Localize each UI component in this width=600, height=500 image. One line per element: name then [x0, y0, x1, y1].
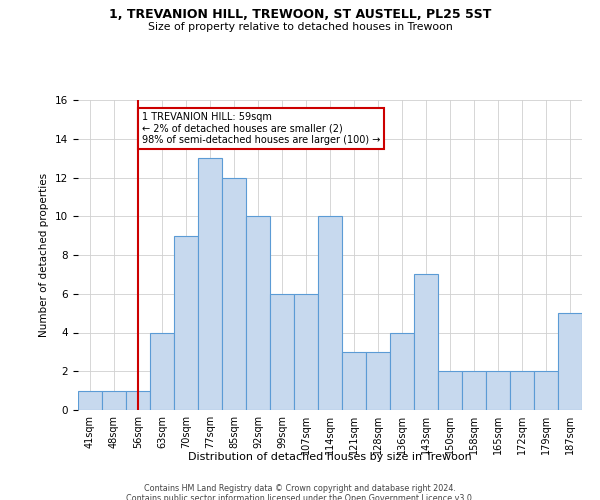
Bar: [438, 371, 462, 410]
Bar: [462, 371, 486, 410]
Bar: [174, 236, 198, 410]
Bar: [222, 178, 246, 410]
Text: Distribution of detached houses by size in Trewoon: Distribution of detached houses by size …: [188, 452, 472, 462]
Bar: [366, 352, 390, 410]
Text: Contains public sector information licensed under the Open Government Licence v3: Contains public sector information licen…: [126, 494, 474, 500]
Bar: [486, 371, 510, 410]
Bar: [102, 390, 126, 410]
Text: Contains HM Land Registry data © Crown copyright and database right 2024.: Contains HM Land Registry data © Crown c…: [144, 484, 456, 493]
Bar: [342, 352, 366, 410]
Bar: [534, 371, 558, 410]
Bar: [390, 332, 414, 410]
Text: 1, TREVANION HILL, TREWOON, ST AUSTELL, PL25 5ST: 1, TREVANION HILL, TREWOON, ST AUSTELL, …: [109, 8, 491, 20]
Bar: [558, 313, 582, 410]
Bar: [510, 371, 534, 410]
Bar: [198, 158, 222, 410]
Bar: [246, 216, 270, 410]
Text: Size of property relative to detached houses in Trewoon: Size of property relative to detached ho…: [148, 22, 452, 32]
Bar: [318, 216, 342, 410]
Y-axis label: Number of detached properties: Number of detached properties: [40, 173, 49, 337]
Bar: [414, 274, 438, 410]
Bar: [78, 390, 102, 410]
Bar: [150, 332, 174, 410]
Bar: [294, 294, 318, 410]
Bar: [126, 390, 150, 410]
Text: 1 TREVANION HILL: 59sqm
← 2% of detached houses are smaller (2)
98% of semi-deta: 1 TREVANION HILL: 59sqm ← 2% of detached…: [142, 112, 380, 145]
Bar: [270, 294, 294, 410]
